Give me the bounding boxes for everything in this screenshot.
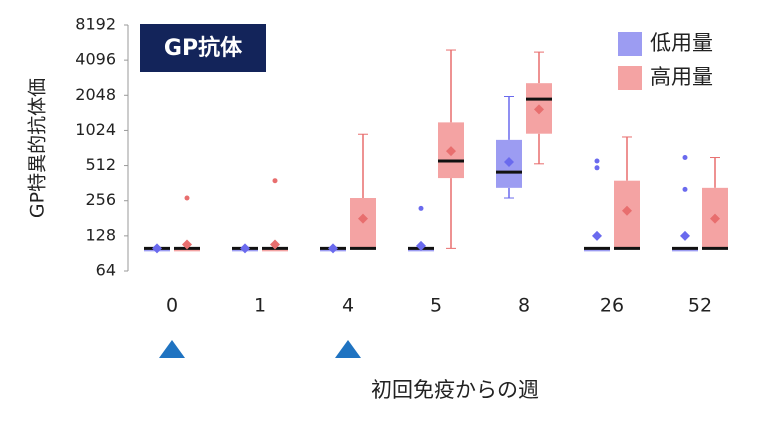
x-tick-label: 8	[518, 295, 530, 317]
y-tick-label: 4096	[75, 50, 116, 69]
mean-marker	[152, 243, 162, 254]
y-tick-label: 1024	[75, 120, 116, 139]
outlier	[682, 155, 688, 161]
y-tick-label: 128	[85, 225, 116, 244]
y-tick-label: 2048	[75, 85, 116, 104]
legend-label: 高用量	[650, 65, 713, 89]
title-box	[140, 24, 266, 72]
outlier	[682, 186, 688, 192]
legend-label: 低用量	[650, 31, 713, 55]
outlier	[184, 195, 190, 201]
mean-marker	[710, 213, 720, 224]
chart-title: GP抗体	[164, 35, 243, 61]
mean-marker	[240, 243, 250, 254]
x-tick-label: 4	[342, 295, 354, 317]
mean-marker	[182, 239, 192, 250]
x-tick-label: 26	[600, 295, 624, 317]
mean-marker	[622, 205, 632, 216]
mean-marker	[328, 243, 338, 254]
x-tick-label: 5	[430, 295, 442, 317]
mean-marker	[446, 146, 456, 157]
x-tick-label: 1	[254, 295, 266, 317]
outlier	[594, 165, 600, 171]
outlier	[272, 178, 278, 184]
outlier	[594, 158, 600, 164]
y-tick-label: 64	[96, 261, 116, 280]
y-tick-label: 512	[85, 155, 116, 174]
legend-swatch	[618, 66, 642, 90]
legend-swatch	[618, 32, 642, 56]
y-axis-label: GP特異的抗体価	[27, 78, 49, 218]
outlier	[418, 205, 424, 211]
mean-marker	[358, 213, 368, 224]
mean-marker	[270, 239, 280, 250]
dose-arrow	[159, 340, 185, 358]
x-axis-label: 初回免疫からの週	[371, 378, 539, 402]
x-tick-label: 52	[688, 295, 712, 317]
mean-marker	[416, 240, 426, 251]
mean-marker	[592, 230, 602, 241]
y-tick-label: 256	[85, 190, 116, 209]
y-tick-label: 8192	[75, 15, 116, 34]
mean-marker	[534, 104, 544, 115]
x-tick-label: 0	[166, 295, 178, 317]
mean-marker	[680, 230, 690, 241]
dose-arrow	[335, 340, 361, 358]
mean-marker	[504, 156, 514, 167]
